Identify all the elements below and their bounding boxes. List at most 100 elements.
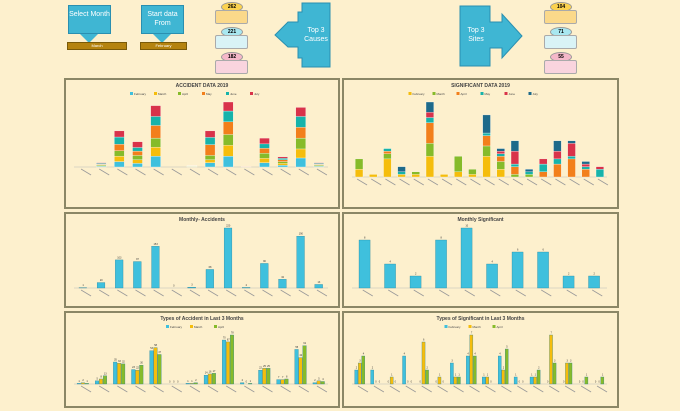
data-label: 1: [487, 374, 489, 377]
x-tick-label: [226, 385, 237, 393]
x-tick-label: [515, 289, 526, 297]
bar: [157, 354, 162, 385]
bar: [421, 341, 426, 385]
legend-swatch: [166, 325, 169, 328]
bar-segment: [277, 158, 288, 160]
bar: [549, 334, 553, 385]
start-month-selector[interactable]: February: [140, 42, 187, 50]
x-tick-label: [583, 178, 594, 186]
x-tick-label: [541, 289, 552, 297]
data-label: 32: [122, 360, 125, 363]
data-label: 0: [395, 381, 397, 384]
bar: [80, 382, 85, 385]
data-label: 1: [82, 284, 84, 287]
x-tick-label: [357, 385, 369, 393]
legend-label: June: [230, 92, 237, 96]
x-tick-label: [280, 385, 291, 393]
legend-label: May: [485, 92, 491, 96]
bar: [600, 376, 605, 385]
bar: [314, 284, 323, 289]
data-label: 4: [404, 353, 406, 356]
legend-label: February: [134, 92, 147, 96]
x-tick-label: [99, 289, 110, 297]
x-tick-label: [298, 289, 309, 297]
x-tick-label: [592, 289, 603, 297]
x-tick-label: [316, 168, 328, 176]
bar-segment: [525, 174, 534, 178]
data-label: 8: [364, 237, 366, 240]
bar-segment: [510, 163, 519, 167]
x-tick-label: [135, 168, 146, 176]
data-label: 4: [322, 378, 324, 381]
bar: [466, 355, 470, 385]
bar: [533, 376, 537, 385]
x-tick-label: [280, 168, 291, 176]
data-label: 0: [246, 381, 248, 384]
bar-segment: [295, 116, 306, 128]
bar: [302, 345, 307, 385]
data-label: 3: [359, 360, 361, 363]
x-tick-label: [207, 289, 219, 297]
bar-segment: [259, 162, 270, 168]
x-tick-label: [490, 289, 501, 297]
bar-segment: [150, 116, 161, 126]
bar-segment: [425, 156, 434, 178]
bar-segment: [397, 171, 406, 175]
bar-segment: [581, 161, 590, 165]
bar: [117, 363, 122, 385]
bar: [284, 378, 289, 385]
bar-segment: [132, 147, 143, 152]
bar-segment: [411, 174, 420, 178]
bar: [84, 383, 89, 385]
bar: [230, 334, 234, 385]
bar-segment: [482, 132, 491, 136]
bar: [469, 334, 474, 385]
bar-segment: [223, 134, 234, 146]
bar: [99, 378, 103, 385]
legend-label: February: [413, 92, 426, 96]
bar-segment: [114, 136, 125, 145]
data-label: 6: [517, 249, 519, 252]
data-label: 1: [455, 374, 457, 377]
x-tick-label: [441, 178, 453, 186]
bar-segment: [525, 169, 534, 172]
data-label: 6: [423, 339, 425, 342]
data-label: 14: [205, 372, 208, 375]
bar: [497, 355, 502, 385]
data-label: 6: [543, 249, 545, 252]
bar: [240, 382, 245, 385]
bar-segment: [132, 163, 143, 168]
month-selector[interactable]: March: [67, 42, 127, 50]
bar: [133, 261, 142, 289]
data-label: 4: [492, 261, 494, 264]
bar-segment: [277, 156, 288, 159]
bar-segment: [223, 156, 234, 168]
x-tick-label: [373, 385, 385, 393]
x-tick-label: [80, 289, 92, 297]
bar-segment: [482, 114, 491, 134]
bar: [453, 376, 458, 385]
x-tick-label: [226, 168, 237, 176]
bar: [312, 382, 317, 385]
chart-title: ACCIDENT DATA 2019: [175, 83, 229, 89]
bar-segment: [510, 150, 519, 165]
data-label: 2: [246, 284, 248, 287]
x-tick-label: [135, 385, 146, 393]
data-label: 1: [86, 380, 88, 383]
data-label: 0: [375, 381, 377, 384]
bar: [76, 383, 81, 385]
data-label: 35: [114, 359, 117, 362]
bar: [131, 369, 136, 385]
x-tick-label: [244, 385, 255, 393]
bar-segment: [496, 150, 505, 154]
bar-segment: [204, 159, 216, 163]
legend-swatch: [202, 92, 205, 95]
bar-segment: [114, 144, 125, 151]
data-label: 4: [390, 261, 392, 264]
legend-swatch: [190, 325, 193, 328]
data-label: 190: [299, 233, 304, 236]
data-label: 25: [267, 365, 270, 368]
bar: [151, 246, 160, 289]
x-tick-label: [596, 385, 608, 393]
bar-segment: [132, 159, 143, 164]
